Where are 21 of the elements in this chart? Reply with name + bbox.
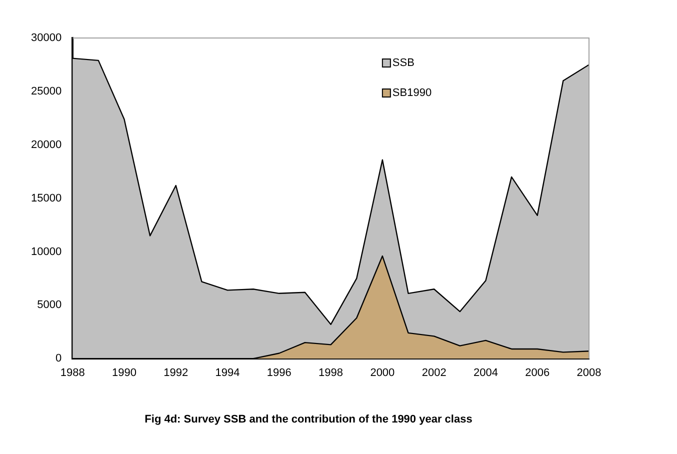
x-tick-label: 1994 bbox=[215, 367, 240, 380]
x-tick-label: 2006 bbox=[525, 367, 550, 380]
x-tick-label: 1996 bbox=[266, 367, 292, 380]
y-tick-label: 0 bbox=[55, 352, 62, 365]
x-tick-label: 1992 bbox=[164, 367, 188, 380]
legend-label: SSB bbox=[392, 57, 414, 70]
y-tick-label: 20000 bbox=[30, 138, 62, 151]
y-tick-label: 5000 bbox=[37, 299, 62, 312]
x-tick-label: 1990 bbox=[112, 367, 136, 380]
text: Fig 4d: Survey SSB and the contribution of the 1990 year class bbox=[144, 413, 472, 426]
y-tick-label: 15000 bbox=[30, 192, 62, 204]
y-tick-label: 10000 bbox=[30, 246, 62, 258]
legend-label: SB1990 bbox=[392, 87, 432, 100]
x-tick-label: 1998 bbox=[318, 367, 344, 380]
x-tick-label: 2008 bbox=[576, 367, 602, 380]
y-tick-label: 30000 bbox=[30, 32, 62, 44]
y-tick-label: 25000 bbox=[30, 85, 62, 98]
x-tick-label: 2000 bbox=[370, 367, 395, 380]
x-tick-label: 2004 bbox=[473, 367, 498, 380]
x-tick-label: 1988 bbox=[60, 367, 85, 380]
x-tick-label: 2002 bbox=[422, 367, 446, 380]
